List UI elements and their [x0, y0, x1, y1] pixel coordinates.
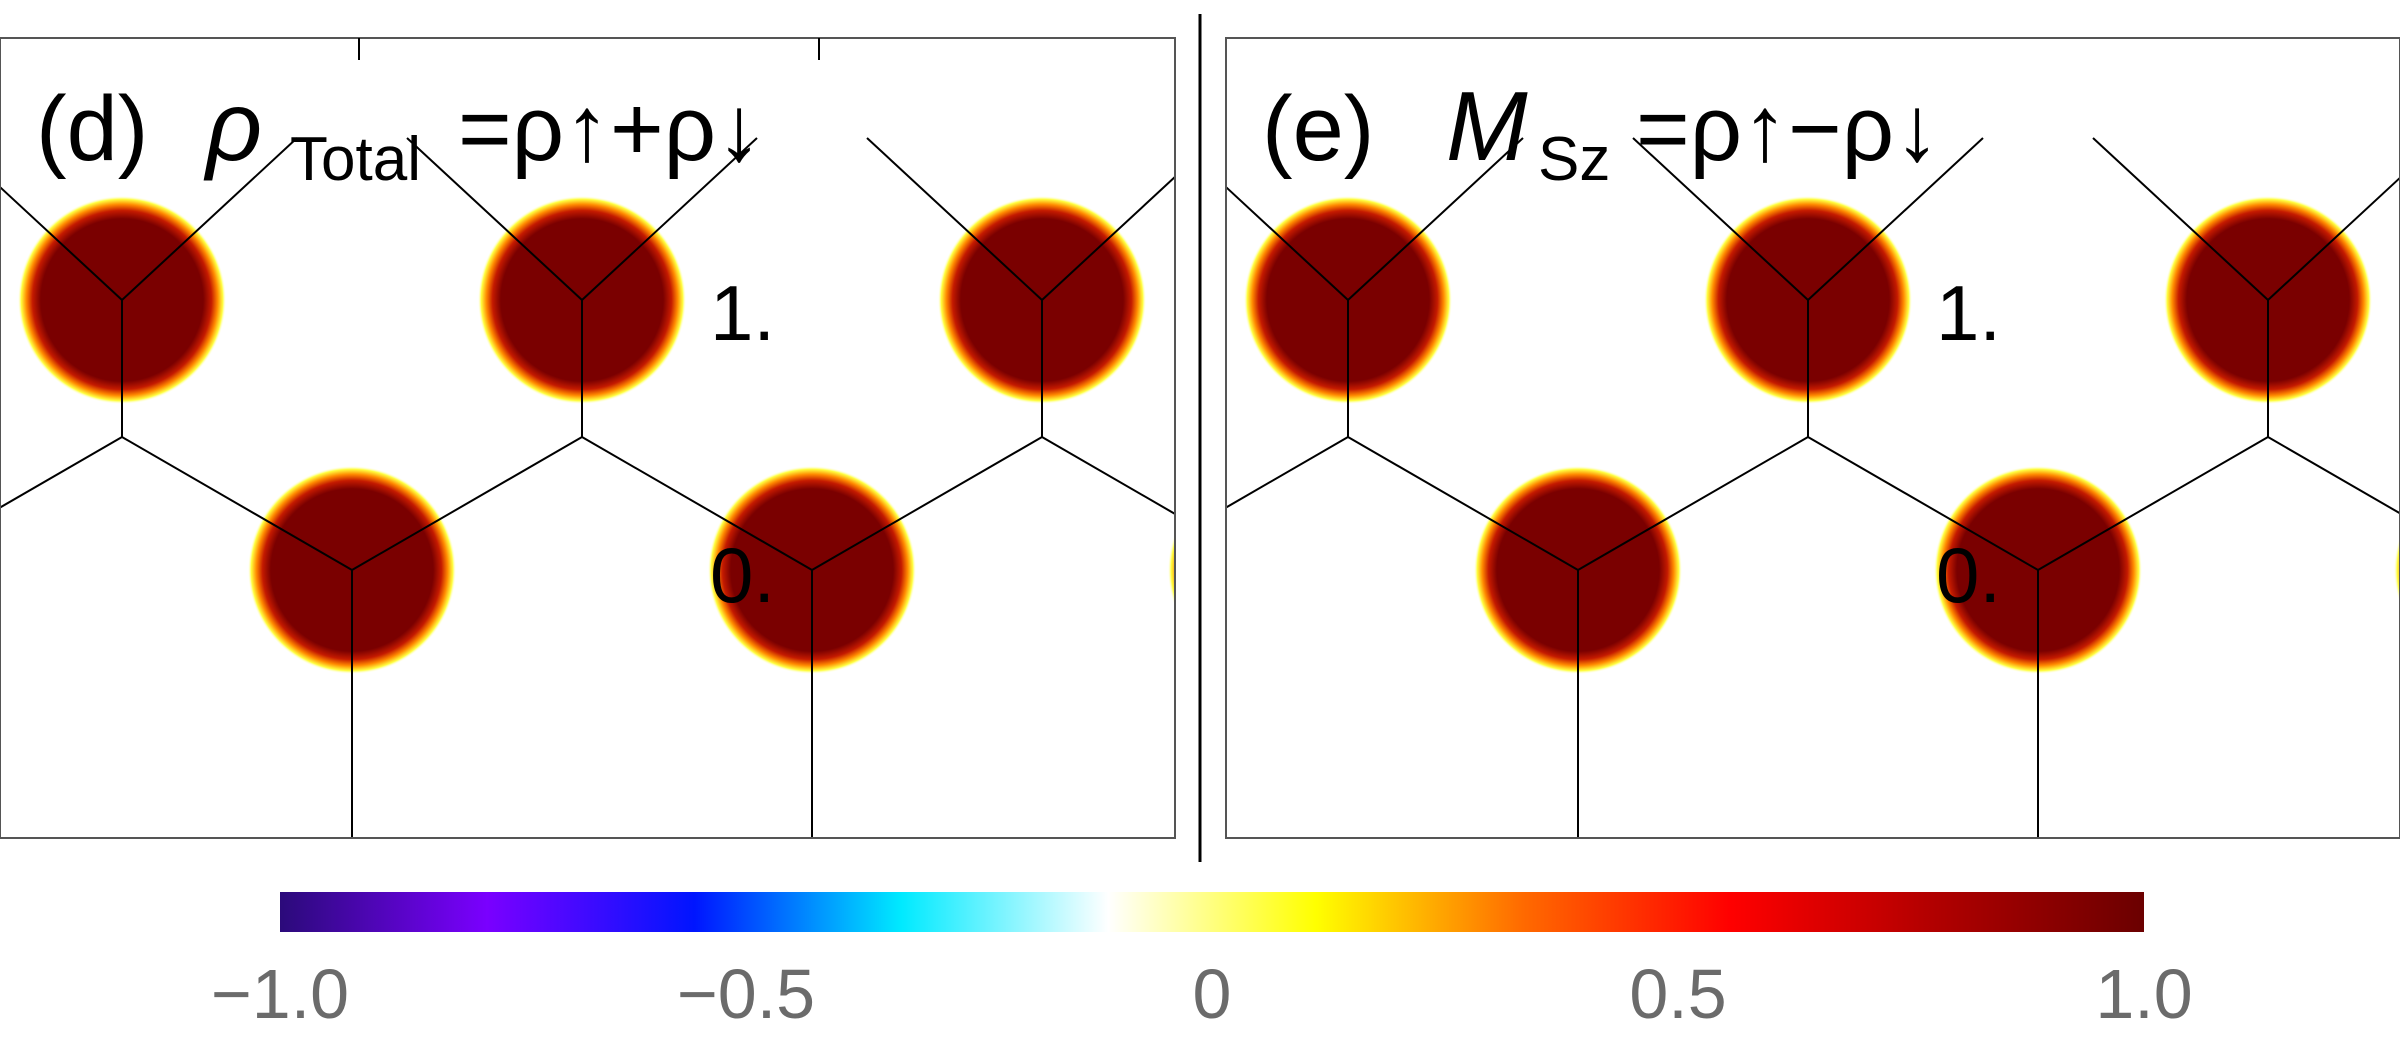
lattice-bond: [1632, 137, 1809, 301]
panel-e-label: (e): [1262, 78, 1374, 180]
panel-d-inner-label-bottom: 0.: [710, 531, 775, 619]
lattice-bond: [1347, 436, 1579, 571]
lattice-bond: [1732, 437, 1962, 570]
colorbar-tick-label: −1.0: [211, 955, 349, 1033]
lattice-bond: [121, 436, 353, 571]
lattice-bond: [581, 137, 758, 301]
lattice-bond: [1041, 436, 1175, 516]
lattice-bond: [1347, 137, 1524, 301]
lattice-bond: [2267, 436, 2400, 515]
panel-e-inner-label-top: 1.: [1936, 269, 2001, 357]
lattice-bond: [1226, 436, 1349, 509]
lattice-bond: [866, 137, 1043, 301]
lattice-bond: [1272, 437, 1502, 570]
lattice-bond: [1226, 185, 1349, 301]
panel-e-frame: [1225, 37, 2400, 839]
density-site-e: [1014, 466, 1222, 674]
panel-d-frame: [0, 37, 1176, 839]
lattice-bond: [121, 137, 298, 301]
lattice-bond: [1577, 436, 1809, 571]
lattice-bond: [581, 436, 813, 571]
lattice-bond: [428, 437, 658, 570]
panel-d-subscript: Total: [290, 125, 421, 194]
colorbar-gradient: [280, 892, 2144, 932]
lattice-bond: [0, 436, 123, 509]
lattice-bond: [2092, 137, 2269, 301]
panel-d-inner-label-top: 1.: [710, 269, 775, 357]
density-site-d: [1168, 532, 1175, 608]
lattice-bond: [0, 185, 123, 301]
colorbar: −1.0 −0.5 0 0.5 1.0: [211, 892, 2193, 1033]
panel-e-main-symbol: M: [1446, 71, 1528, 181]
honeycomb-lattice-e: [428, 137, 2400, 838]
lattice-bond: [406, 137, 583, 301]
lattice-bond: [1807, 436, 2039, 571]
panel-d: (d) ρ Total =ρ↑+ρ↓ 1. 0.: [0, 37, 2400, 839]
lattice-bond: [2037, 436, 2269, 571]
panel-e-equation: =ρ↑−ρ↓: [1636, 78, 1940, 180]
density-site-e: [2394, 535, 2400, 605]
panel-e: (e) M Sz =ρ↑−ρ↓ 1. 0.: [428, 37, 2400, 839]
lattice-bond: [2267, 176, 2400, 301]
honeycomb-lattice-d: [0, 137, 2400, 838]
panel-d-main-symbol: ρ: [203, 71, 262, 181]
lattice-bond: [811, 436, 1043, 571]
lattice-bond: [2192, 437, 2400, 570]
colorbar-tick-label: 0.5: [1629, 955, 1726, 1033]
colorbar-tick-label: −0.5: [677, 955, 815, 1033]
colorbar-tick-label: 0: [1193, 955, 1232, 1033]
panel-d-equation: =ρ↑+ρ↓: [458, 78, 762, 180]
lattice-bond: [351, 436, 583, 571]
panel-e-inner-label-bottom: 0.: [1936, 531, 2001, 619]
colorbar-tick-label: 1.0: [2095, 955, 2192, 1033]
lattice-bond: [1041, 175, 1175, 301]
panel-d-label: (d): [36, 78, 148, 180]
lattice-bond: [1807, 137, 1984, 301]
lattice-bond: [888, 437, 1118, 570]
panel-e-subscript: Sz: [1538, 125, 1610, 194]
